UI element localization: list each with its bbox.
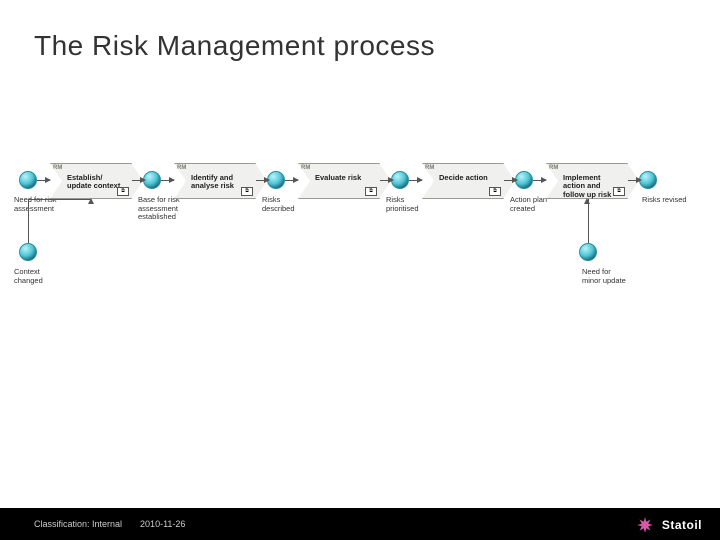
flowchart: Need for riskassessmentRMEstablish/ upda… [0, 0, 720, 400]
process-tag: RM [549, 165, 558, 171]
event-label: Base for riskassessmentestablished [138, 196, 198, 222]
flow-arrow [628, 180, 641, 181]
process-box: RM Establish/ update context⧉ [50, 163, 132, 199]
process-label: Implement action and follow up risk [563, 174, 611, 199]
event-node [19, 243, 37, 261]
process-label: Establish/ update context [67, 174, 120, 191]
event-label: Need forminor update [582, 268, 642, 285]
process-tag: RM [53, 165, 62, 171]
feedback-arrowhead [584, 198, 590, 204]
flow-arrow [380, 180, 393, 181]
subprocess-icon: ⧉ [117, 187, 129, 196]
subprocess-icon: ⧉ [613, 187, 625, 196]
flow-arrow [285, 180, 298, 181]
process-label: Identify and analyse risk [191, 174, 234, 191]
subprocess-icon: ⧉ [489, 187, 501, 196]
footer-date: 2010-11-26 [140, 519, 185, 529]
flow-arrow [256, 180, 269, 181]
logo-text: Statoil [662, 518, 702, 532]
subprocess-icon: ⧉ [241, 187, 253, 196]
process-label: Evaluate risk [315, 174, 361, 182]
flow-arrow [533, 180, 546, 181]
feedback-line [588, 199, 589, 243]
process-box: RM Implement action and follow up risk⧉ [546, 163, 628, 199]
feedback-line [28, 199, 29, 243]
flow-arrow [409, 180, 422, 181]
process-tag: RM [425, 165, 434, 171]
feedback-line [28, 199, 91, 200]
event-node [19, 171, 37, 189]
process-tag: RM [301, 165, 310, 171]
slide: The Risk Management process Need for ris… [0, 0, 720, 540]
feedback-arrowhead [88, 198, 94, 204]
event-node [579, 243, 597, 261]
process-tag: RM [177, 165, 186, 171]
star-icon [634, 514, 656, 536]
process-label: Decide action [439, 174, 488, 182]
classification-label: Classification: Internal [34, 519, 122, 529]
event-label: Risks revised [642, 196, 702, 205]
event-label: Contextchanged [14, 268, 74, 285]
process-box: RM Identify and analyse risk ⧉ [174, 163, 256, 199]
process-box: RM Decide action⧉ [422, 163, 504, 199]
process-box: RM Evaluate risk ⧉ [298, 163, 380, 199]
subprocess-icon: ⧉ [365, 187, 377, 196]
flow-arrow [37, 180, 50, 181]
footer-bar: Classification: Internal 2010-11-26 Stat… [0, 508, 720, 540]
brand-logo: Statoil [634, 514, 702, 536]
flow-arrow [161, 180, 174, 181]
flow-arrow [132, 180, 145, 181]
flow-arrow [504, 180, 517, 181]
